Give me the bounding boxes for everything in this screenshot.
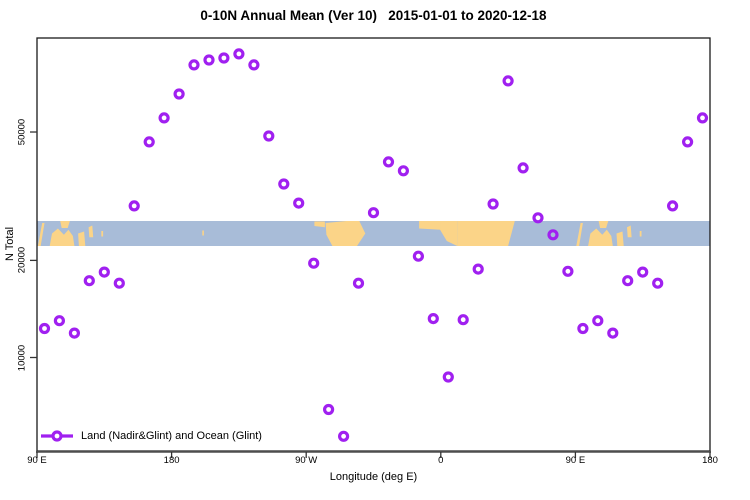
data-point [218,52,230,64]
data-point [622,275,634,287]
data-point [607,327,619,339]
data-point [427,313,439,325]
data-point [68,327,81,339]
x-tick-label: 180 [163,455,180,466]
data-point [652,277,664,289]
x-tick-label: 90 E [27,455,47,466]
data-point [592,315,604,327]
data-point [248,59,260,71]
data-point [487,198,499,210]
data-point [263,130,275,142]
x-tick-label: 180 [702,455,718,466]
map-band-land-patch [101,231,104,237]
x-tick-label: 90 W [295,455,318,466]
map-band-land-patch [507,221,515,246]
data-point [293,197,305,209]
map-band-land-patch [314,221,325,228]
y-tick-label: 50000 [16,118,28,146]
data-point [577,322,589,335]
data-point [442,371,454,383]
map-band-land-patch [639,231,642,237]
map-band-land-patch [202,230,204,236]
data-point [143,136,155,148]
y-tick-label: 10000 [16,344,28,371]
data-point [367,207,380,219]
legend-label: Land (Nadir&Glint) and Ocean (Glint) [81,430,262,442]
data-point [53,315,66,327]
x-tick-label: 90 E [565,455,586,466]
map-band-land-patch [325,221,366,246]
data-point [308,257,320,269]
map-band-land-patch [627,225,632,238]
data-point [83,275,95,287]
map-band-land-patch [49,228,75,246]
x-tick-label: 0 [438,455,444,466]
data-point [98,266,110,278]
data-point [637,266,649,278]
data-point [457,314,469,326]
chart-title: 0-10N Annual Mean (Ver 10) 2015-01-01 to… [200,8,547,23]
data-point [338,430,350,442]
y-axis-label: N Total [4,226,16,262]
data-point [547,229,559,241]
data-point [681,136,694,148]
legend-marker-icon [41,430,73,442]
data-point [562,265,574,277]
data-point [397,165,409,177]
data-point [666,200,679,212]
data-point [188,59,200,71]
data-point [38,322,51,335]
data-point [158,112,170,124]
data-point [113,277,125,289]
data-point [412,250,424,262]
map-band-land-patch [598,221,609,228]
map-band-land-patch [457,221,509,246]
map-band-land-patch [588,228,613,246]
map-band-land-patch [60,221,70,228]
data-point [233,48,245,60]
data-point [382,156,395,168]
data-point [203,54,215,66]
legend: Land (Nadir&Glint) and Ocean (Glint) [40,429,262,443]
map-band-land-patch [576,223,583,246]
data-point [472,263,484,275]
data-point [323,403,335,416]
data-point [278,178,290,190]
data-point [502,75,514,87]
map-band-land-patch [78,231,86,246]
data-point [517,162,529,174]
x-axis-label: Longitude (deg E) [329,471,418,483]
y-tick-label: 20000 [16,247,28,274]
map-band-land-patch [419,221,441,230]
data-point [352,277,365,289]
data-point [696,112,709,124]
map-band-land-patch [88,225,94,238]
map-band-land-patch [616,231,624,246]
data-point [128,200,140,212]
map-band-land-patch [37,223,45,246]
data-point [532,212,544,224]
data-point [173,88,185,100]
map-band-land-patch [440,221,458,246]
